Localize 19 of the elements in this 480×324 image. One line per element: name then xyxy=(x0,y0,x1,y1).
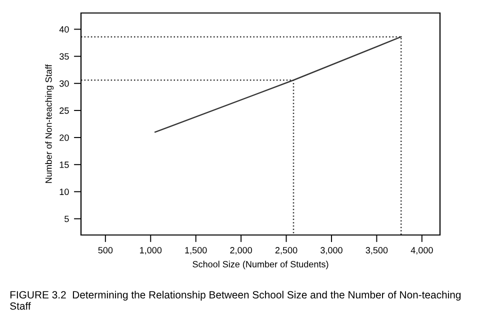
x-tick-label: 2,000 xyxy=(230,247,252,255)
caption: FIGURE 3.2 Determining the Relationship Between School Size and the Number of Non-teaching Staff xyxy=(10,290,461,310)
x-tick-label: 3,500 xyxy=(366,247,388,255)
y-tick-label: 40 xyxy=(59,26,69,33)
x-tick-label: 1,000 xyxy=(140,247,162,255)
x-tick-label: 4,000 xyxy=(410,247,433,255)
x-tick-label: 2,500 xyxy=(275,247,298,255)
y-tick-label: 10 xyxy=(60,188,69,196)
x-axis-title: School Size (Number of Students) xyxy=(192,260,328,270)
y-tick-label: 30 xyxy=(60,80,69,87)
x-tick-label: 500 xyxy=(98,247,113,254)
y-tick-label: 25 xyxy=(60,107,69,114)
y-tick-label: 5 xyxy=(64,216,69,222)
x-tick-label: 3,000 xyxy=(320,247,342,255)
x-tick-label: 1,500 xyxy=(185,247,207,255)
y-axis-title: Number of Non-teaching Staff xyxy=(45,64,54,183)
y-tick-label: 20 xyxy=(60,134,69,141)
y-tick-label: 35 xyxy=(60,53,69,60)
y-tick-label: 15 xyxy=(60,162,69,168)
